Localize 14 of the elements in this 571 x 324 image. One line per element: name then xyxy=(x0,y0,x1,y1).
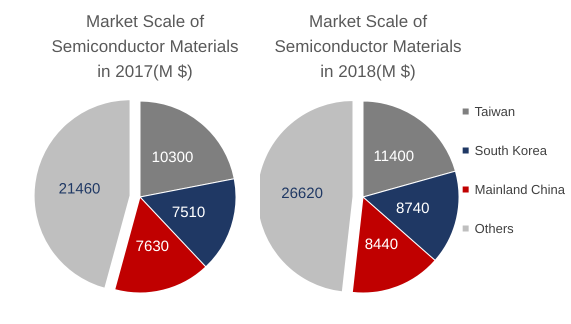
legend-label: Mainland China xyxy=(474,182,566,197)
chart-title: Market Scale of Semiconductor Materials in 2018(M $) xyxy=(274,12,462,81)
legend-label: Others xyxy=(474,221,514,236)
data-label: 8740 xyxy=(396,200,430,217)
data-label: 7510 xyxy=(172,204,206,222)
data-label: 10300 xyxy=(152,149,194,166)
chart-title: Market Scale of Semiconductor Materials in 2017(M $) xyxy=(51,12,239,81)
data-label: 21460 xyxy=(58,180,100,198)
legend-label: South Korea xyxy=(474,143,548,158)
data-label: 8440 xyxy=(364,236,398,254)
legend-label: Taiwan xyxy=(474,104,516,119)
data-label: 11400 xyxy=(374,148,414,165)
data-label: 26620 xyxy=(281,185,323,202)
data-label: 7630 xyxy=(136,238,170,255)
